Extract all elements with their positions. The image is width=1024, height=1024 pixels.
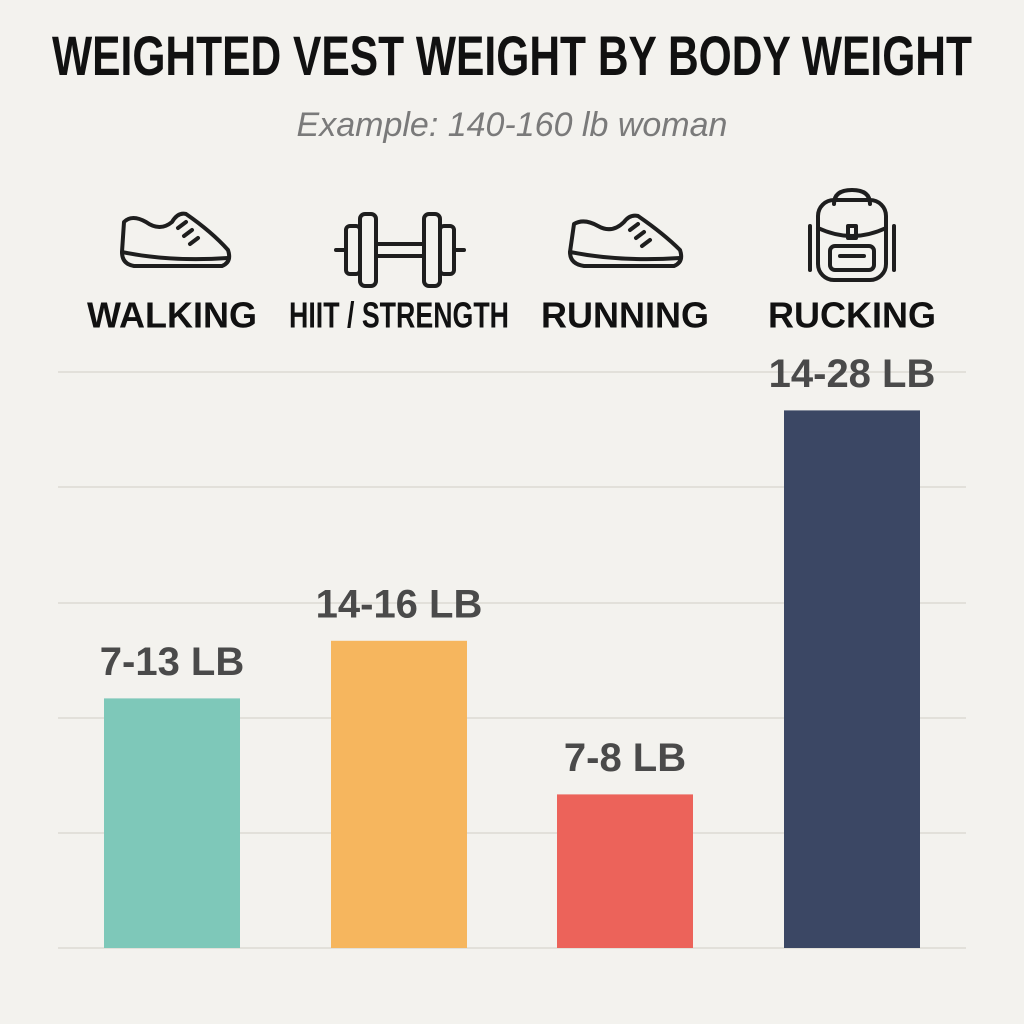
rucking-icon — [808, 188, 896, 282]
category-label: WALKING — [87, 295, 257, 336]
category-label: RUCKING — [768, 295, 936, 336]
bar — [784, 410, 920, 948]
value-label: 14-28 LB — [769, 352, 936, 396]
value-label: 7-13 LB — [100, 640, 245, 684]
walking-icon — [120, 211, 232, 268]
bar — [104, 698, 240, 948]
value-label: 14-16 LB — [316, 582, 483, 626]
value-label: 7-8 LB — [564, 736, 686, 780]
running-icon — [568, 213, 684, 268]
category-label: RUNNING — [541, 295, 709, 336]
dumbbell-icon — [334, 212, 466, 288]
bar — [557, 794, 693, 948]
bar — [331, 640, 467, 948]
chart-subtitle: Example: 140-160 lb woman — [297, 106, 728, 144]
category-label: HIIT / STRENGTH — [289, 295, 509, 336]
chart-title: WEIGHTED VEST WEIGHT BY BODY WEIGHT — [52, 24, 972, 87]
